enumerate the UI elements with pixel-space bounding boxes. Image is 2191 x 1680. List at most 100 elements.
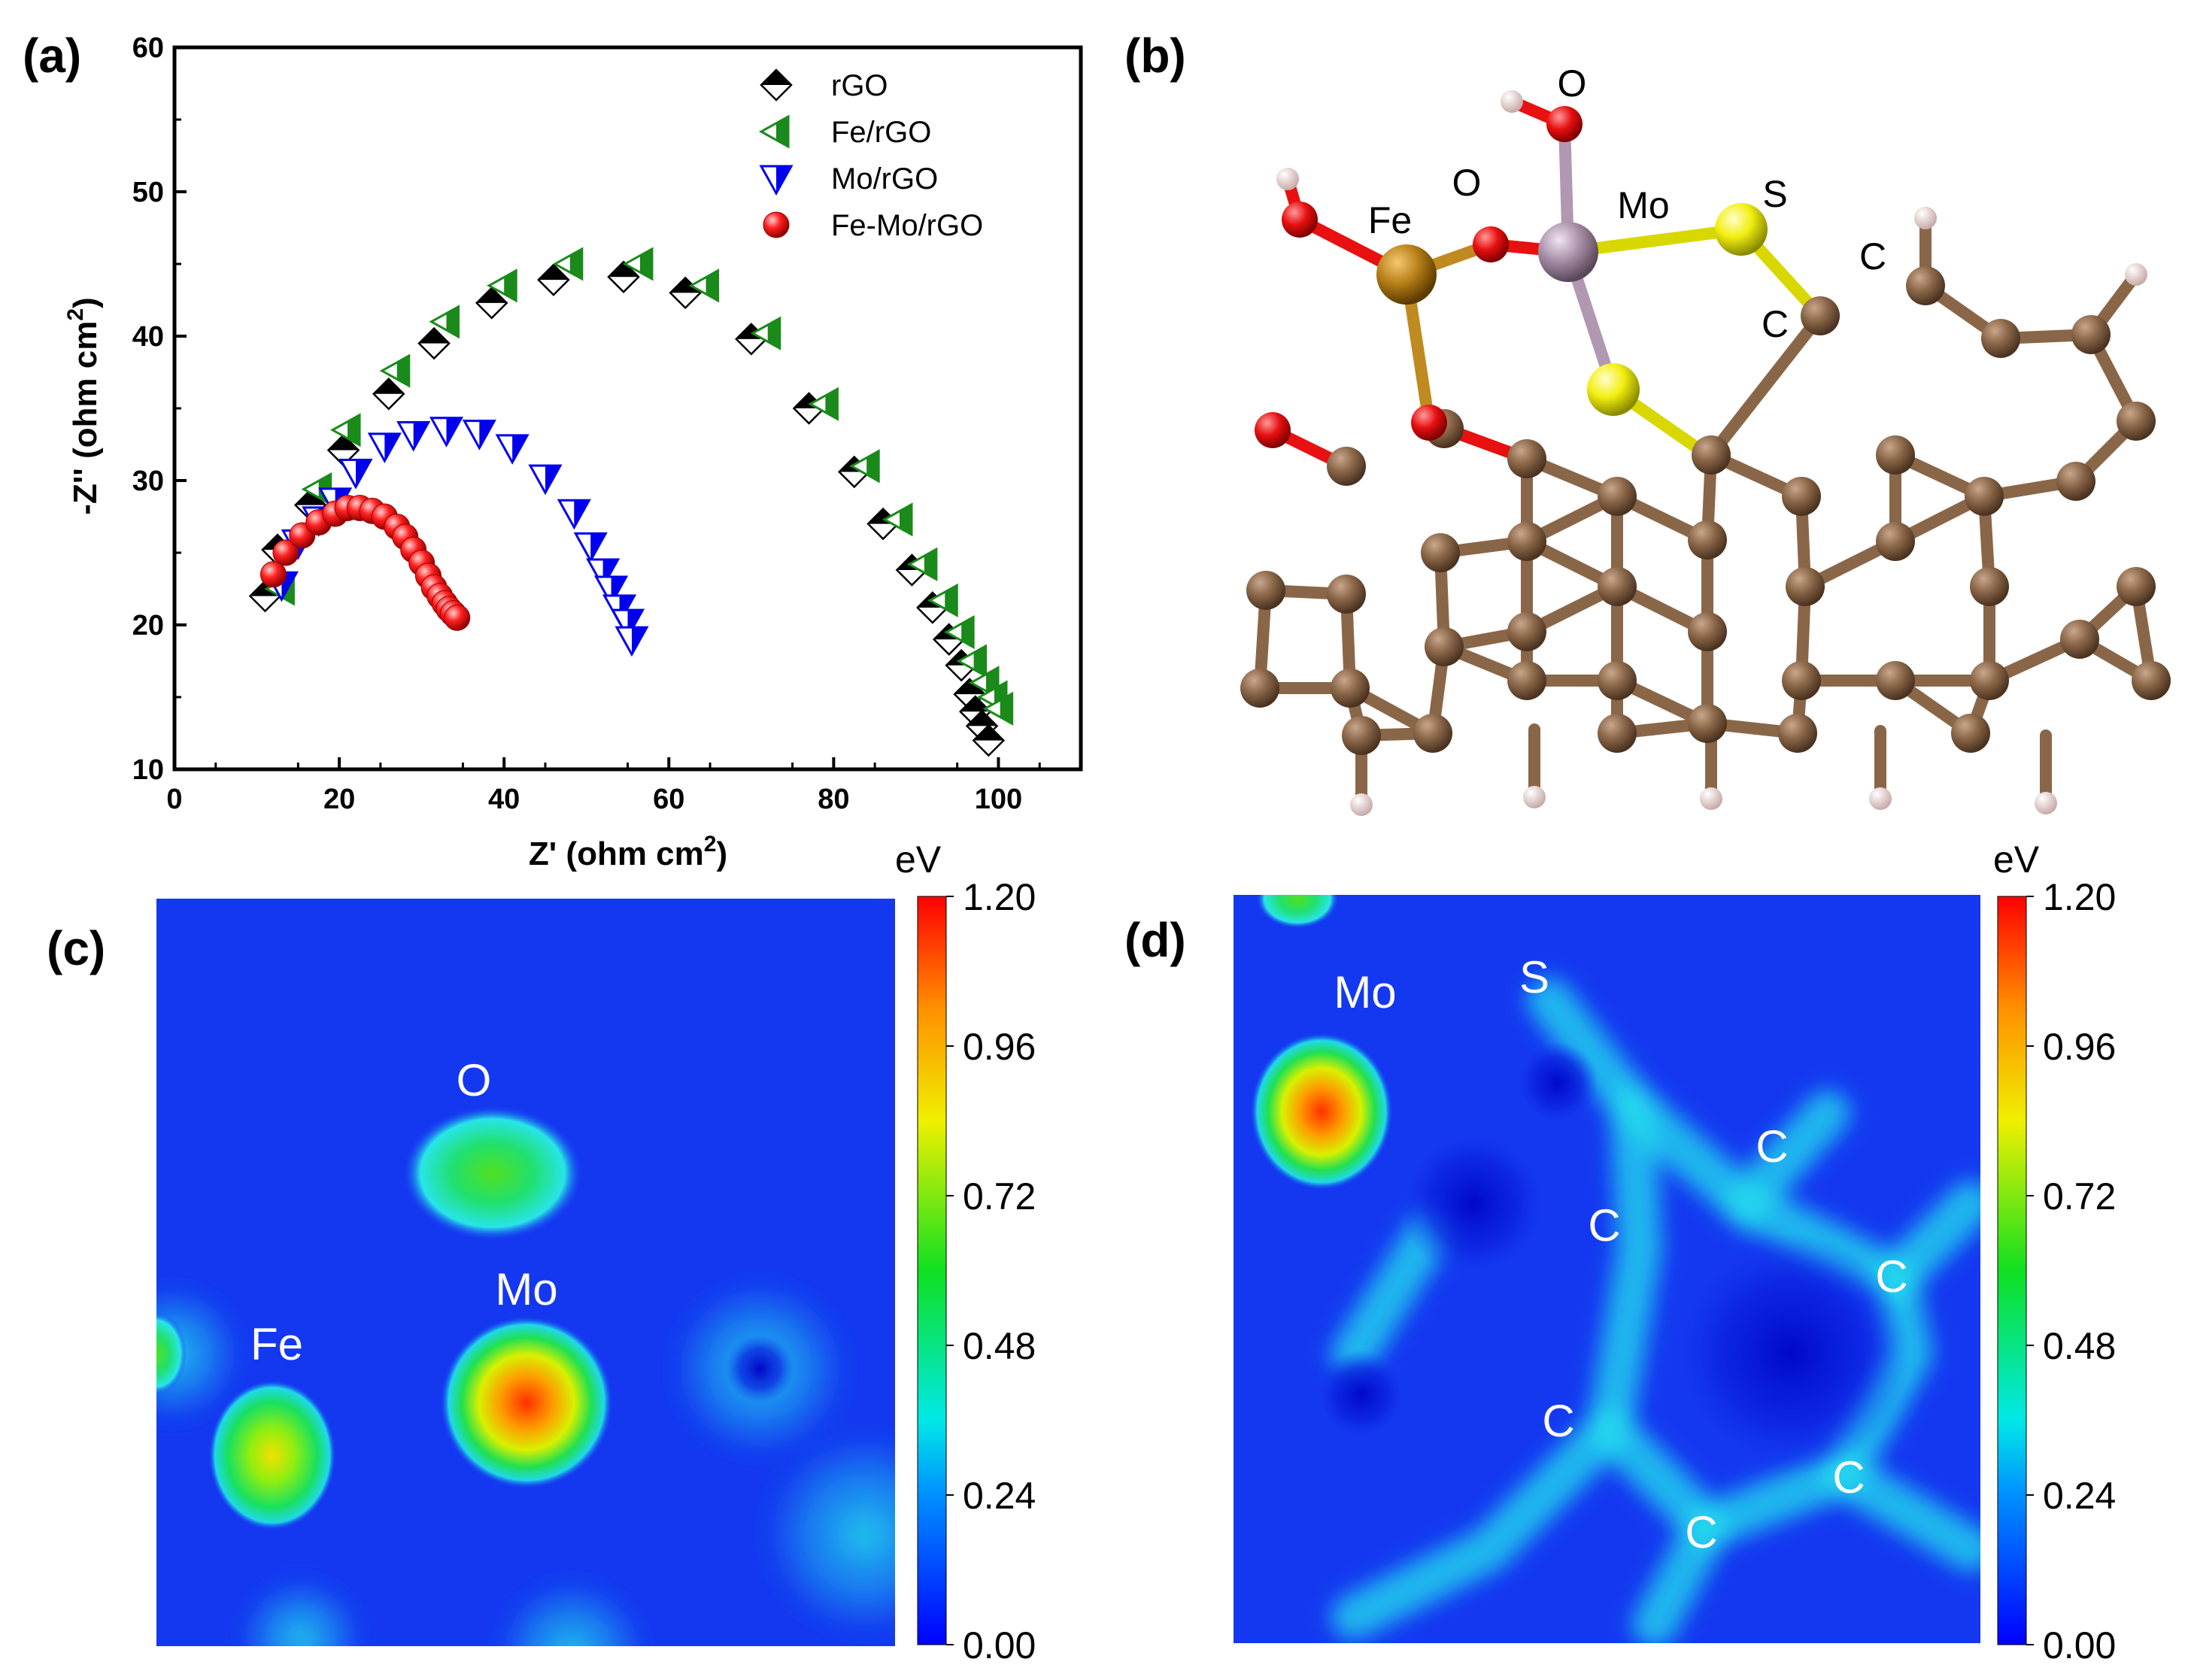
atom-spheres <box>1240 90 2171 816</box>
map-c-glow-field <box>156 1271 895 1646</box>
x-tick-label: 60 <box>653 784 684 815</box>
map-d-label-c5: C <box>1832 1452 1865 1503</box>
map-d-label-c2: C <box>1588 1200 1620 1251</box>
atom-c <box>1688 612 1727 651</box>
data-point <box>882 502 913 537</box>
atom-c <box>1876 435 1915 475</box>
data-point <box>379 353 411 388</box>
map-c-colorbar-ticks: 1.20 0.96 0.72 0.48 0.24 0.00 <box>946 876 1036 1666</box>
atom-c <box>1970 661 2009 700</box>
atom-c <box>1876 661 1915 700</box>
atom-c <box>1876 522 1915 561</box>
map-c-label-fe: Fe <box>250 1319 303 1369</box>
y-tick-label: 30 <box>132 465 164 497</box>
data-point <box>462 420 496 450</box>
data-point <box>615 626 649 657</box>
data-point <box>444 604 471 631</box>
atom-c <box>1801 296 1840 335</box>
atom-o <box>1255 412 1291 448</box>
map-d-label-c4: C <box>1542 1396 1574 1446</box>
colorbar-tick-label: 0.24 <box>2043 1475 2116 1517</box>
axis-ticks: 0 20 40 60 80 100 10 20 30 40 50 60 <box>132 32 1041 815</box>
colorbar-tick-label: 0.48 <box>2043 1325 2116 1367</box>
data-point <box>495 434 530 465</box>
map-d-label-c3: C <box>1875 1251 1907 1302</box>
panel-a-label: (a) <box>23 29 81 83</box>
legend-marker <box>758 114 790 149</box>
atom-c <box>1507 439 1546 478</box>
atom-h <box>1350 793 1373 816</box>
map-d-mo-spot <box>1250 1033 1393 1190</box>
map-d-voids <box>1316 1042 1910 1474</box>
atom-c <box>1327 575 1366 614</box>
map-c-edge-spot <box>156 1312 187 1395</box>
map-d-colorbar-unit: eV <box>1993 838 2040 881</box>
y-tick-label: 50 <box>132 177 164 208</box>
data-point <box>557 499 591 530</box>
atom-c <box>2056 462 2095 501</box>
atom-label-s: S <box>1762 173 1787 215</box>
atom-h <box>2125 263 2147 286</box>
map-d-label-mo: Mo <box>1334 967 1396 1017</box>
atom-h <box>1501 90 1523 113</box>
data-point <box>906 547 938 581</box>
atom-c <box>1507 612 1546 651</box>
data-point <box>956 644 988 678</box>
data-points <box>248 247 1014 757</box>
map-c-fe-spot <box>208 1380 336 1530</box>
data-point <box>528 464 563 496</box>
atom-c <box>1413 714 1452 753</box>
plot-frame <box>172 45 1083 772</box>
colorbar-tick-label: 0.96 <box>2043 1026 2116 1068</box>
colorbar-tick-label: 0.96 <box>963 1026 1036 1068</box>
atom-c <box>1786 567 1825 606</box>
data-point <box>552 247 584 281</box>
colorbar-tick-label: 0.48 <box>963 1325 1036 1367</box>
atom-c <box>1688 704 1727 743</box>
x-tick-label: 40 <box>488 784 520 815</box>
legend: rGO Fe/rGO Mo/rGO Fe-Mo/rGO <box>758 68 983 242</box>
panel-d-label: (d) <box>1124 913 1186 967</box>
legend-label: Mo/rGO <box>831 162 938 196</box>
atom-c <box>1965 477 2004 516</box>
data-point <box>396 421 431 452</box>
x-tick-label: 100 <box>975 784 1022 815</box>
atom-c <box>1240 669 1279 708</box>
data-point <box>972 723 1006 757</box>
data-point <box>259 561 287 588</box>
data-point <box>487 268 517 303</box>
atom-s <box>1587 363 1640 416</box>
y-tick-label: 10 <box>132 754 164 786</box>
colorbar-tick-label: 0.72 <box>2043 1175 2116 1218</box>
bond <box>1705 310 1826 461</box>
atom-o <box>1282 202 1318 238</box>
atom-label-mo: Mo <box>1617 184 1669 226</box>
series-fe-mo-rgo <box>259 494 471 631</box>
atom-label-o-mid: O <box>1452 162 1482 204</box>
panel-c-label: (c) <box>47 921 105 975</box>
panel-b-atomic-structure: (b) O O Fe Mo S C C <box>1124 29 2171 816</box>
atom-label-c1: C <box>1859 235 1886 277</box>
data-point <box>429 417 464 447</box>
atom-c <box>1342 716 1381 755</box>
data-point <box>329 413 361 447</box>
map-c-o-spot <box>402 1105 583 1241</box>
atom-fe <box>1376 244 1437 305</box>
legend-label: rGO <box>831 69 888 102</box>
data-point <box>475 287 508 320</box>
map-d-colorbar-ticks: 1.20 0.96 0.72 0.48 0.24 0.00 <box>2026 876 2116 1666</box>
atom-c <box>1507 661 1546 700</box>
panel-a-nyquist-plot: (a) 0 20 40 60 80 100 10 20 30 40 50 60 Z' (ohm cm2… <box>23 29 1083 872</box>
x-tick-label: 80 <box>818 784 849 815</box>
data-point <box>944 615 975 650</box>
atom-c <box>1970 567 2009 606</box>
atom-c <box>1778 714 1817 753</box>
atom-h <box>1700 787 1722 810</box>
series-fe-rgo <box>264 247 1014 726</box>
atom-c <box>1906 266 1945 305</box>
panel-d-elf-map: (d) Mo S C C C C C C <box>1124 838 2116 1666</box>
map-c-colorbar-unit: eV <box>895 838 942 881</box>
map-d-edge-spot <box>1256 895 1339 929</box>
atom-c <box>2071 315 2111 354</box>
